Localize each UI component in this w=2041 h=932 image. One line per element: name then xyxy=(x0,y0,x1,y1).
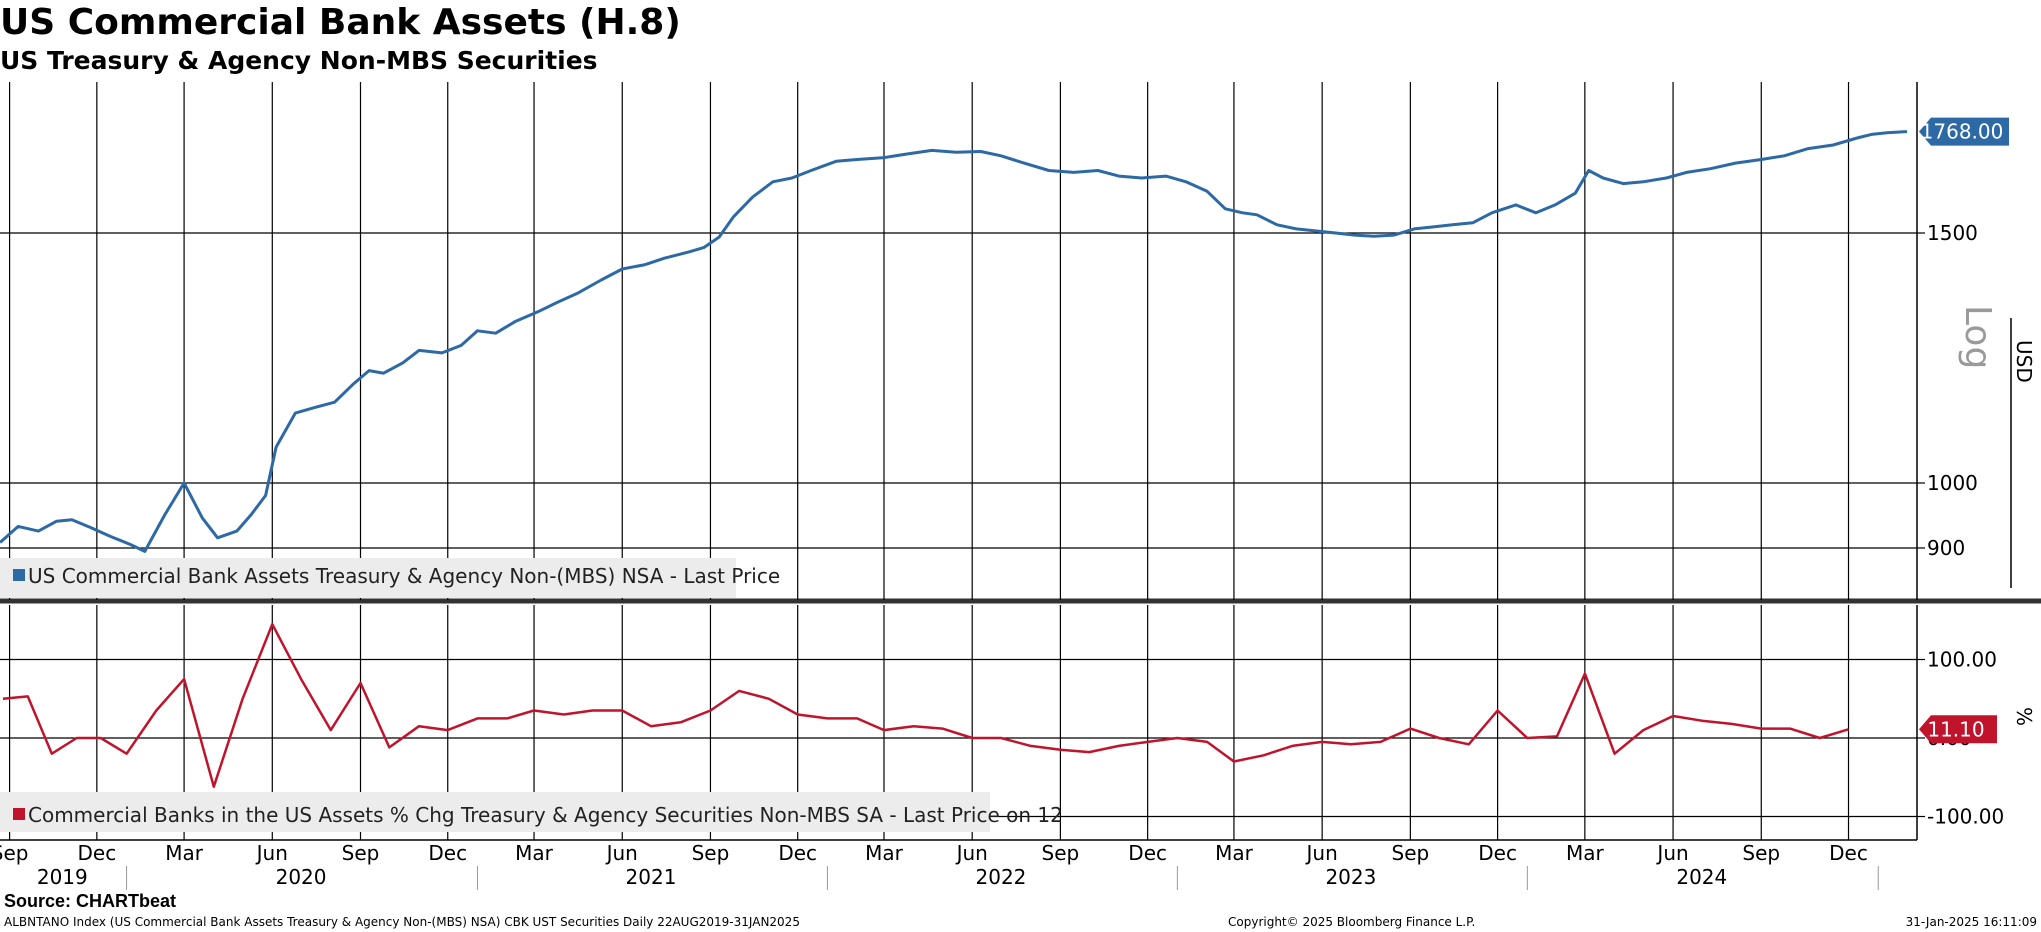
legend-swatch-top xyxy=(13,569,25,581)
x-tick-label: Mar xyxy=(1566,841,1605,865)
x-year-label: 2019 xyxy=(37,865,88,889)
grid-layer xyxy=(0,82,2041,841)
legend-box-bottom xyxy=(0,792,990,832)
x-tick-label: Dec xyxy=(778,841,817,865)
x-tick-label: Mar xyxy=(1215,841,1254,865)
last-value-tag-top xyxy=(1919,117,2009,146)
copyright-note: Copyright© 2025 Bloomberg Finance L.P. xyxy=(1228,915,1476,929)
x-tick-label: Mar xyxy=(865,841,904,865)
x-tick-label: Jun xyxy=(1305,841,1338,865)
y-axis-label-bottom: % xyxy=(2012,707,2036,726)
y-tick-label-top: 900 xyxy=(1927,536,1965,560)
x-tick-label: Jun xyxy=(955,841,988,865)
x-tick-label: Sep xyxy=(692,841,730,865)
x-tick-label: Dec xyxy=(428,841,467,865)
x-year-label: 2024 xyxy=(1676,865,1727,889)
x-tick-label: Dec xyxy=(77,841,116,865)
x-tick-label: Sep xyxy=(1392,841,1430,865)
y-axis-label-top: USD xyxy=(2012,340,2036,383)
last-value-tag-bottom xyxy=(1919,715,1997,744)
x-tick-label: Jun xyxy=(255,841,288,865)
x-year-label: 2022 xyxy=(976,865,1027,889)
x-year-label: 2020 xyxy=(276,865,327,889)
x-tick-label: Mar xyxy=(515,841,554,865)
x-year-label: 2021 xyxy=(626,865,677,889)
log-scale-label: Log xyxy=(1957,305,1998,369)
timestamp: 31-Jan-2025 16:11:09 xyxy=(1905,915,2037,929)
x-tick-label: Jun xyxy=(1655,841,1688,865)
axis-layer: Sep Dec Mar Jun Sep Dec Mar Jun Sep Dec Mar Jun Sep D… xyxy=(0,117,2036,890)
last-value-label-top: 1768.00 xyxy=(1921,120,2004,144)
x-year-label: 2023 xyxy=(1325,865,1376,889)
y-tick-label-top: 1500 xyxy=(1927,221,1978,245)
last-value-label-bottom: 11.10 xyxy=(1927,717,1984,741)
legend-label-bottom: Commercial Banks in the US Assets % Chg … xyxy=(28,803,1063,827)
x-tick-label: Mar xyxy=(165,841,204,865)
x-tick-label: Sep xyxy=(342,841,380,865)
series-line-pct-change xyxy=(2,622,1849,788)
ticker-line: ALBNTANO Index (US Commercial Bank Asset… xyxy=(4,915,800,929)
legend-box-top xyxy=(0,558,736,598)
chart-title: US Commercial Bank Assets (H.8) xyxy=(0,2,681,43)
x-tick-label: Dec xyxy=(1128,841,1167,865)
x-tick-label: Sep xyxy=(1042,841,1080,865)
x-tick-label: Jun xyxy=(605,841,638,865)
x-tick-label: Sep xyxy=(0,841,28,865)
legend-label-top: US Commercial Bank Assets Treasury & Age… xyxy=(28,564,780,588)
chart-subtitle: US Treasury & Agency Non-MBS Securities xyxy=(0,46,598,75)
series-layer xyxy=(0,130,1908,788)
series-line-treasury-holdings xyxy=(0,130,1908,553)
x-tick-label: Dec xyxy=(1478,841,1517,865)
source-note: Source: CHARTbeat xyxy=(4,891,177,911)
legend-layer: US Commercial Bank Assets Treasury & Age… xyxy=(0,558,1063,832)
y-tick-label-top: 1000 xyxy=(1927,471,1978,495)
y-tick-label-bottom: -100.00 xyxy=(1927,805,2004,829)
x-tick-label: Sep xyxy=(1742,841,1780,865)
y-tick-label-bottom: 100.00 xyxy=(1927,648,1997,672)
x-tick-label: Dec xyxy=(1829,841,1868,865)
legend-swatch-bottom xyxy=(13,808,25,820)
